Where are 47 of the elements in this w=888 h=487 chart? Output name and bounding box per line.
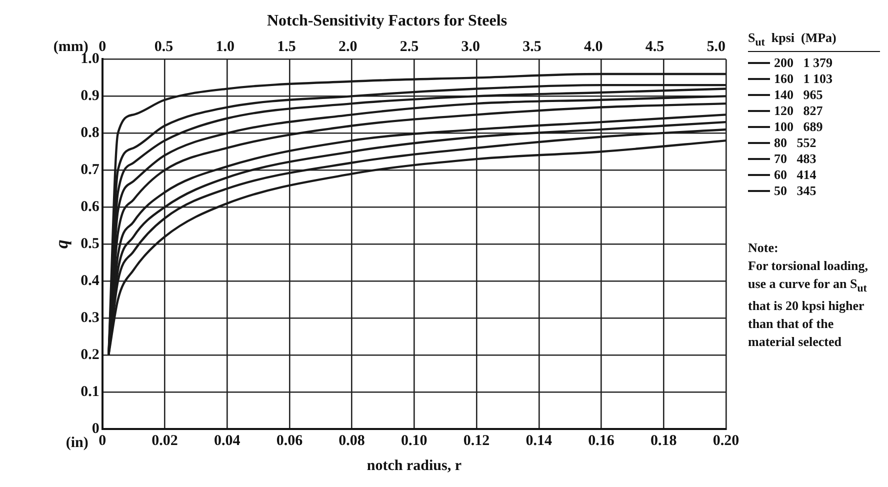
x2-tick-label: 3.0 [461,39,480,56]
x-tick-label: 0.10 [401,432,428,449]
x2-tick-label: 4.5 [645,39,664,56]
x2-axis-title: (mm) [53,39,88,56]
x-tick-label: 0.18 [650,432,677,449]
x2-tick-label: 1.5 [277,39,296,56]
x-tick-label: 0.06 [276,432,304,449]
y-tick-label: 0.6 [80,198,100,215]
y-tick-label: 0.3 [80,310,100,326]
legend-title: S$_{ut}$ kpsi (MPa) [748,30,880,52]
legend-label: 70 483 [774,150,816,167]
x2-tick-label: 2.5 [400,39,419,56]
y-axis-title: q [51,240,72,249]
y-tick-label: 0.7 [80,162,100,178]
x2-tick-label: 0.5 [154,39,174,56]
y-tick-label: 0.2 [80,346,100,363]
y-tick-label: 0.8 [80,125,100,142]
legend-label: 120 827 [774,102,823,119]
x-axis-title: notch radius, r [366,458,462,474]
legend-label: 60 414 [774,166,816,183]
x-tick-label: 0.02 [152,432,178,449]
x-tick-label: 0.12 [463,432,490,449]
y-tick-label: 0.5 [80,236,100,252]
legend-label: 160 1 103 [774,70,832,87]
legend-label: 50 345 [774,182,816,199]
x2-tick-label: 4.0 [584,39,603,56]
legend-label: 80 552 [774,134,816,151]
x-tick-label: 0.16 [588,432,615,449]
text: For torsional loading, use a curve for an S$_{ut}$ that is 20 kpsi higher than that of the material selected [748,256,870,352]
text: Note: [748,238,780,257]
x2-tick-label: 1.0 [216,39,234,56]
legend-label: 100 689 [774,118,823,135]
x2-tick-label: 2.0 [338,39,358,56]
y-tick-label: 0.1 [80,384,100,400]
legend-label: 200 1 379 [774,54,832,71]
text: (in) [66,434,88,451]
x-tick-label: 0.04 [214,432,241,449]
y-tick-label: 0 [92,420,100,437]
chart-title: Notch-Sensitivity Factors for Steels [266,12,508,30]
x-tick-label: 0.20 [712,432,740,449]
x2-tick-label: 3.5 [522,39,542,56]
x-tick-label: 0.08 [338,432,365,449]
x2-tick-label: 5.0 [706,39,726,56]
y-tick-label: 0.9 [80,88,100,104]
y-tick-label: 0.4 [80,272,100,289]
legend-label: 140 965 [774,86,823,103]
x-tick-label: 0.14 [526,432,553,449]
